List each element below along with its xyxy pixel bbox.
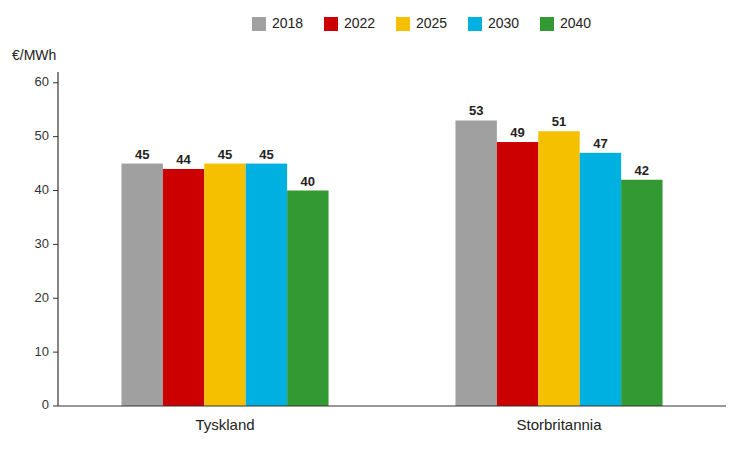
y-tick-label: 20 [35,290,49,305]
bars [121,120,662,406]
bar [497,142,538,406]
data-label: 53 [469,103,483,118]
data-label: 45 [135,147,149,162]
data-label: 49 [510,125,524,140]
y-tick [53,352,58,353]
y-tick [53,406,58,407]
y-tick [53,82,58,83]
legend: 2018 2022 2025 2030 2040 [252,15,591,31]
y-tick-label: 0 [42,397,49,412]
data-label: 45 [218,147,232,162]
legend-label: 2040 [560,15,591,31]
legend-label: 2030 [488,15,519,31]
data-label: 47 [593,136,607,151]
data-label: 42 [635,163,649,178]
bar [621,180,662,406]
y-tick-label: 40 [35,182,49,197]
y-tick [53,190,58,191]
legend-label: 2018 [272,15,303,31]
x-axis-line [58,405,726,406]
legend-label: 2022 [344,15,375,31]
legend-label: 2025 [416,15,447,31]
y-axis-label: €/MWh [12,47,56,63]
y-tick [53,298,58,299]
data-label: 40 [301,174,315,189]
y-tick-label: 10 [35,344,49,359]
legend-swatch [252,17,266,31]
y-tick-label: 50 [35,128,49,143]
bar [121,164,162,406]
chart: 454445454053495147420102030405060Tysklan… [0,0,750,450]
legend-swatch [324,17,338,31]
bar [287,191,328,406]
bar [580,153,621,406]
bar [163,169,204,406]
bar [204,164,245,406]
y-tick-label: 60 [35,74,49,89]
y-tick-label: 30 [35,236,49,251]
data-label: 51 [552,114,566,129]
x-tick-label: Storbritannia [516,416,602,433]
data-label: 45 [259,147,273,162]
data-labels: 45 44 45 45 40 53 49 51 47 42 [135,103,649,188]
legend-swatch [468,17,482,31]
y-tick [53,136,58,137]
bar [246,164,287,406]
legend-swatch [540,17,554,31]
y-tick [53,244,58,245]
data-label: 44 [176,152,191,167]
y-axis-line [57,72,58,406]
x-tick-label: Tyskland [195,416,254,433]
chart-container: 454445454053495147420102030405060Tysklan… [0,0,750,450]
legend-swatch [396,17,410,31]
bar [538,131,579,406]
bar [455,120,496,406]
